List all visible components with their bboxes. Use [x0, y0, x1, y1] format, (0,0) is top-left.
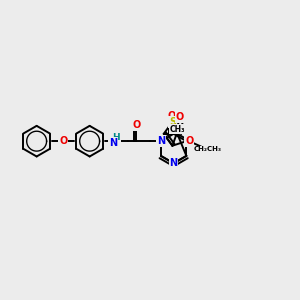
- Text: N: N: [157, 136, 165, 146]
- Text: O: O: [185, 136, 194, 146]
- Text: O: O: [132, 120, 141, 130]
- Text: O: O: [59, 136, 67, 146]
- Text: O: O: [176, 112, 184, 122]
- Text: O: O: [167, 111, 176, 121]
- Text: CH₃: CH₃: [169, 125, 185, 134]
- Text: H: H: [112, 133, 120, 142]
- Text: N: N: [169, 158, 178, 168]
- Text: S: S: [169, 117, 176, 127]
- Text: N: N: [109, 138, 117, 148]
- Text: CH₂CH₃: CH₂CH₃: [194, 146, 222, 152]
